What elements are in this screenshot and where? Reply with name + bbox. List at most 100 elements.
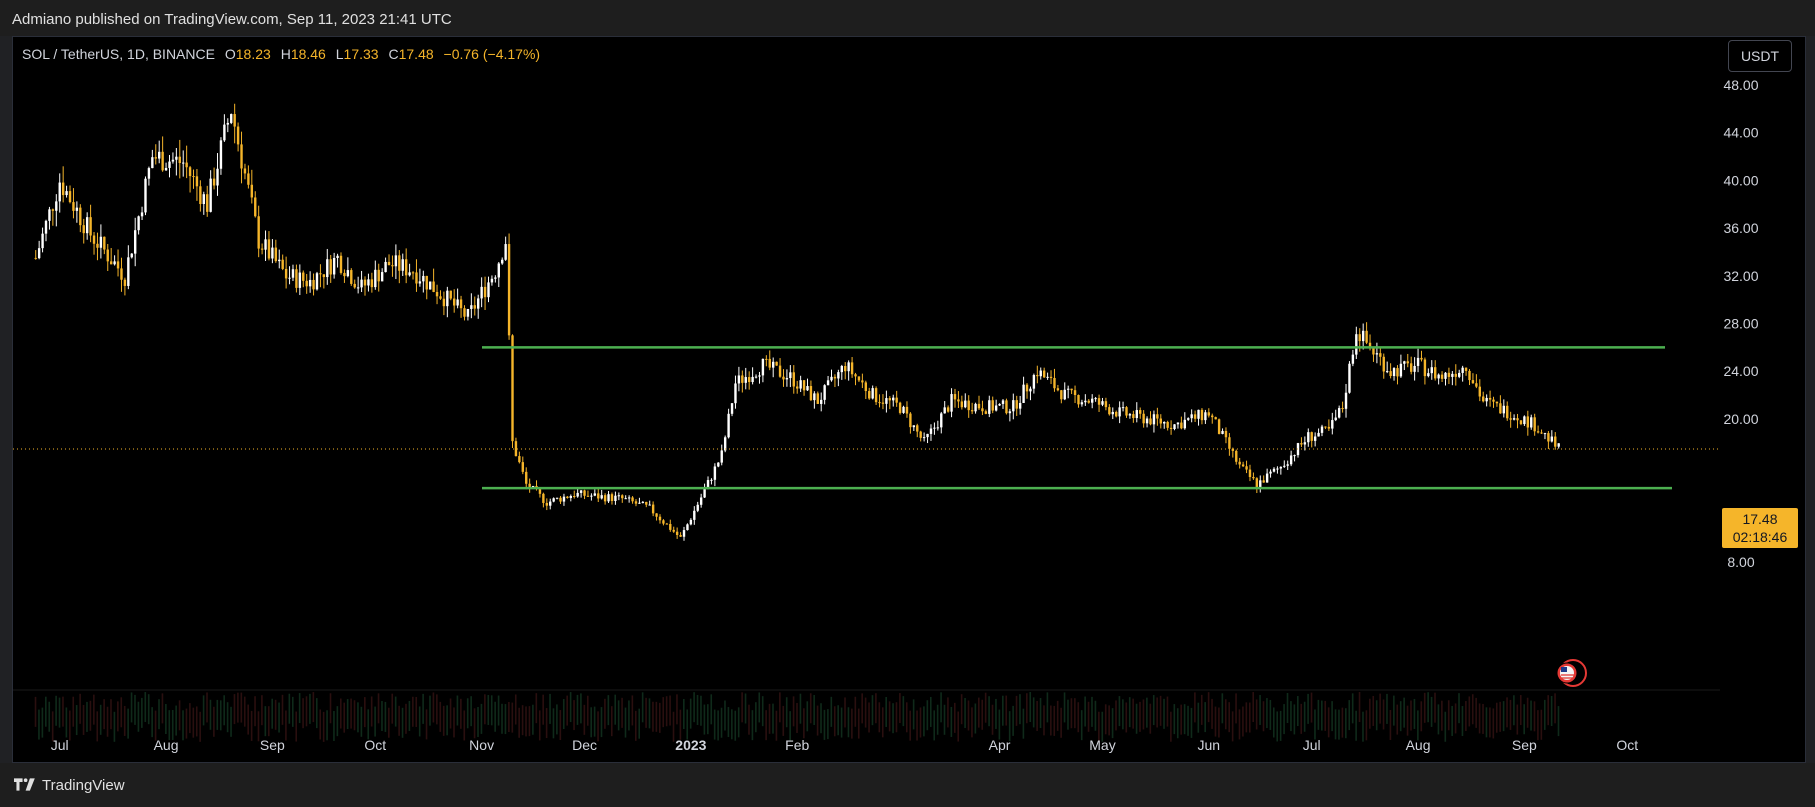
candle	[761, 358, 765, 383]
volume-bar	[981, 699, 984, 730]
volume-bar	[724, 700, 726, 731]
symbol-label[interactable]: SOL / TetherUS, 1D, BINANCE	[22, 46, 215, 62]
volume-bar	[1005, 695, 1008, 726]
candle	[363, 276, 367, 296]
volume-bar	[806, 701, 809, 732]
candle	[247, 165, 250, 189]
candle	[1252, 472, 1255, 480]
volume-bar	[1122, 699, 1124, 730]
candle	[442, 291, 446, 316]
x-tick-label: Sep	[1512, 737, 1537, 753]
candle	[621, 494, 624, 503]
candle	[881, 394, 885, 410]
volume-bar	[1207, 692, 1210, 723]
candle	[44, 219, 48, 242]
candle	[614, 491, 617, 505]
candle	[1293, 454, 1296, 462]
y-tick-label: 20.00	[1723, 411, 1758, 427]
volume-bar	[1423, 692, 1426, 723]
flag-icon[interactable]	[1556, 659, 1587, 687]
volume-bar	[1482, 703, 1484, 734]
candle	[902, 405, 905, 414]
volume-bar	[240, 692, 243, 723]
volume-bar	[192, 707, 195, 738]
volume-bar	[957, 711, 960, 742]
candle	[1163, 421, 1166, 429]
candle	[682, 526, 686, 541]
high-value: 18.46	[290, 46, 326, 62]
candle	[199, 180, 202, 212]
candle	[370, 272, 374, 293]
volume-bar	[1159, 695, 1162, 726]
candle	[768, 350, 771, 371]
ohlc-legend: SOL / TetherUS, 1D, BINANCE O18.23 H18.4…	[22, 46, 540, 62]
y-tick-label: 28.00	[1723, 316, 1758, 332]
volume-bar	[250, 710, 253, 741]
tradingview-logo[interactable]: TradingView	[14, 777, 125, 794]
volume-bar	[514, 694, 517, 725]
volume-bar	[1026, 693, 1028, 724]
candle	[950, 388, 953, 418]
volume-bar	[442, 705, 445, 736]
candle	[665, 522, 669, 525]
volume-bar	[261, 695, 263, 726]
candle	[1351, 349, 1355, 367]
volume-bar	[1478, 703, 1481, 734]
candle	[1289, 450, 1293, 467]
volume-bar	[291, 696, 294, 727]
candle	[1073, 385, 1077, 404]
candle	[195, 169, 199, 201]
candle	[1211, 413, 1214, 424]
candle	[576, 487, 579, 498]
candle	[1187, 417, 1190, 421]
volume-bar	[120, 697, 123, 728]
volume-bar	[1345, 708, 1347, 739]
volume-bar	[41, 707, 44, 738]
currency-button[interactable]: USDT	[1728, 40, 1792, 72]
candle	[501, 257, 504, 265]
volume-bar	[384, 701, 387, 732]
volume-bar	[840, 707, 843, 738]
volume-bar	[1406, 705, 1409, 736]
volume-bar	[871, 695, 874, 726]
tradingview-brand: TradingView	[42, 777, 125, 794]
volume-bar	[418, 706, 421, 737]
volume-bar	[226, 702, 229, 733]
volume-bar	[1471, 694, 1474, 725]
volume-bar	[470, 696, 472, 727]
volume-bar	[144, 692, 147, 723]
candle	[418, 268, 422, 287]
candle	[1039, 367, 1042, 380]
candle	[1488, 390, 1492, 407]
candle	[319, 264, 322, 288]
volume-bar	[1115, 700, 1117, 731]
candle	[85, 212, 89, 240]
candle	[120, 257, 123, 292]
candle	[206, 185, 209, 217]
candle	[137, 215, 140, 235]
candle	[820, 392, 823, 412]
volume-bar	[508, 702, 510, 733]
volume-bar	[346, 699, 349, 730]
volume-bar	[55, 695, 57, 726]
candle	[92, 232, 96, 255]
volume-bar	[737, 707, 740, 738]
volume-bar	[964, 698, 966, 729]
volume-bar	[984, 692, 987, 723]
last-price-tag: 17.48 02:18:46	[1722, 508, 1798, 548]
candle	[490, 275, 494, 286]
candle	[1331, 412, 1334, 435]
chart-area[interactable]	[12, 36, 1806, 763]
volume-bar	[233, 694, 236, 725]
candle	[75, 201, 79, 223]
candle	[302, 270, 305, 288]
candle	[1406, 353, 1409, 368]
candle	[1523, 415, 1526, 426]
volume-bar	[888, 701, 891, 732]
volume-bar	[1132, 698, 1134, 729]
candle	[466, 308, 470, 321]
volume-bar	[1173, 704, 1176, 735]
volume-bar	[1386, 693, 1388, 724]
volume-bar	[388, 707, 390, 738]
